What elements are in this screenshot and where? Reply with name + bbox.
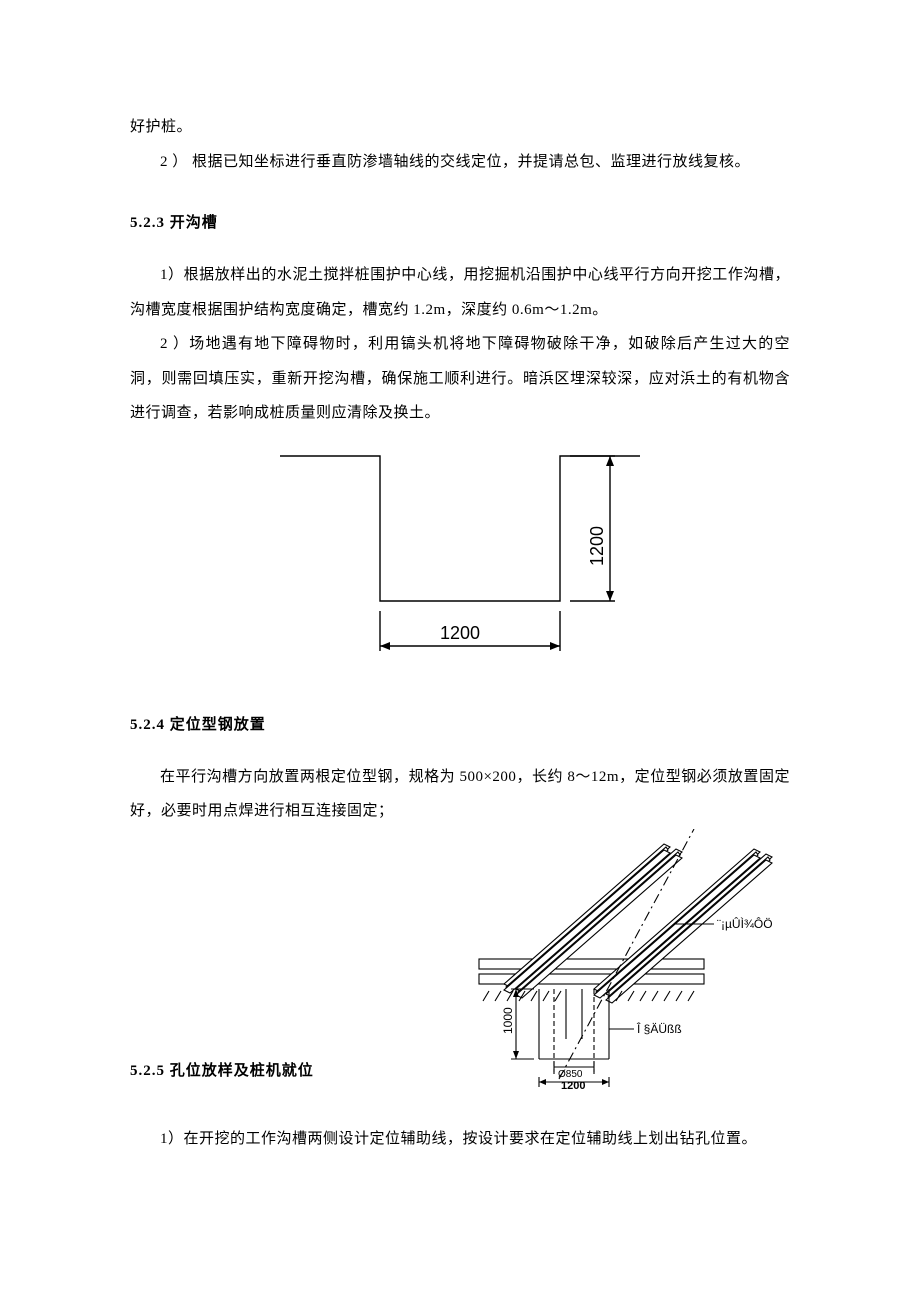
intro-line-2: 2 ） 根据已知坐标进行垂直防渗墙轴线的交线定位，并提请总包、监理进行放线复核。: [130, 145, 790, 180]
svg-text:Ø850: Ø850: [558, 1069, 583, 1080]
s524-p1: 在平行沟槽方向放置两根定位型钢，规格为 500×200，长约 8～12m，定位型…: [130, 760, 790, 829]
steel-diagram-svg: ¨¡µÛÌ¾ÔÖ Î §ÄÜßß 1000 Ø8501200: [444, 829, 784, 1089]
figure-2-steel: ¨¡µÛÌ¾ÔÖ Î §ÄÜßß 1000 Ø8501200: [444, 829, 784, 1094]
s523-p2: 2 ）场地遇有地下障碍物时，利用镐头机将地下障碍物破除干净，如破除后产生过大的空…: [130, 327, 790, 431]
s523-p1: 1）根据放样出的水泥土搅拌桩围护中心线，用挖掘机沿围护中心线平行方向开挖工作沟槽…: [130, 258, 790, 327]
svg-text:1200: 1200: [561, 1080, 585, 1089]
figure-1-trench: 1200 1200: [130, 451, 790, 681]
heading-523: 5.2.3 开沟槽: [130, 207, 790, 240]
trench-diagram-svg: 1200 1200: [260, 451, 660, 676]
svg-text:1200: 1200: [440, 623, 480, 643]
svg-text:¨¡µÛÌ¾ÔÖ: ¨¡µÛÌ¾ÔÖ: [717, 916, 773, 931]
heading-524: 5.2.4 定位型钢放置: [130, 709, 790, 742]
intro-line-1: 好护桩。: [130, 110, 790, 145]
s525-p1: 1）在开挖的工作沟槽两侧设计定位辅助线，按设计要求在定位辅助线上划出钻孔位置。: [130, 1122, 790, 1157]
heading-525: 5.2.5 孔位放样及桩机就位: [130, 1055, 314, 1088]
svg-text:Î §ÄÜßß: Î §ÄÜßß: [636, 1021, 682, 1036]
svg-text:1000: 1000: [501, 1006, 515, 1033]
svg-text:1200: 1200: [587, 525, 607, 565]
